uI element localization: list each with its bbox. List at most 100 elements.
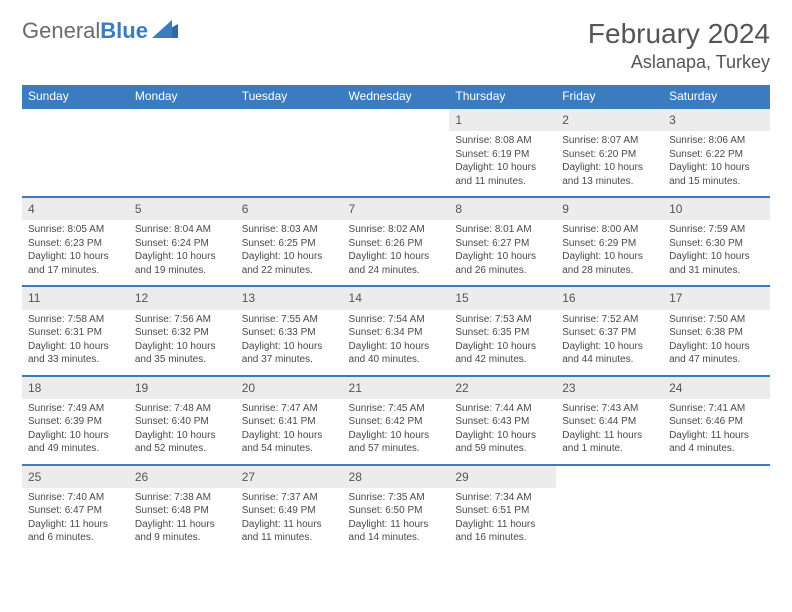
day-line: Sunset: 6:46 PM: [669, 415, 764, 429]
day-line: Daylight: 11 hours: [349, 518, 444, 532]
day-info-cell: [343, 131, 450, 197]
day-info-cell: Sunrise: 7:45 AMSunset: 6:42 PMDaylight:…: [343, 399, 450, 465]
weekday-header: Thursday: [449, 85, 556, 108]
day-line: Sunset: 6:44 PM: [562, 415, 657, 429]
day-line: Sunrise: 8:02 AM: [349, 223, 444, 237]
day-number-cell: [236, 108, 343, 131]
weekday-header: Friday: [556, 85, 663, 108]
day-number-cell: [129, 108, 236, 131]
month-title: February 2024: [588, 18, 770, 50]
day-info-cell: Sunrise: 7:53 AMSunset: 6:35 PMDaylight:…: [449, 310, 556, 376]
day-line: Sunrise: 7:41 AM: [669, 402, 764, 416]
day-line: and 42 minutes.: [455, 353, 550, 367]
calendar-table: Sunday Monday Tuesday Wednesday Thursday…: [22, 85, 770, 553]
day-line: and 31 minutes.: [669, 264, 764, 278]
title-block: February 2024 Aslanapa, Turkey: [588, 18, 770, 73]
day-line: Daylight: 10 hours: [135, 250, 230, 264]
day-line: Daylight: 10 hours: [242, 250, 337, 264]
day-line: Sunset: 6:25 PM: [242, 237, 337, 251]
day-line: Sunset: 6:48 PM: [135, 504, 230, 518]
day-line: Sunset: 6:41 PM: [242, 415, 337, 429]
day-line: Daylight: 10 hours: [349, 429, 444, 443]
day-line: Sunset: 6:38 PM: [669, 326, 764, 340]
day-info-cell: Sunrise: 7:54 AMSunset: 6:34 PMDaylight:…: [343, 310, 450, 376]
day-line: and 14 minutes.: [349, 531, 444, 545]
day-number-cell: 11: [22, 286, 129, 309]
day-number-cell: 19: [129, 376, 236, 399]
day-line: Sunset: 6:22 PM: [669, 148, 764, 162]
day-line: Sunrise: 8:04 AM: [135, 223, 230, 237]
day-number-row: 2526272829: [22, 465, 770, 488]
day-number-cell: 12: [129, 286, 236, 309]
day-info-cell: [22, 131, 129, 197]
day-number-cell: 2: [556, 108, 663, 131]
day-line: Daylight: 10 hours: [455, 161, 550, 175]
day-line: and 13 minutes.: [562, 175, 657, 189]
day-number-cell: 3: [663, 108, 770, 131]
day-info-cell: Sunrise: 7:55 AMSunset: 6:33 PMDaylight:…: [236, 310, 343, 376]
day-line: Sunset: 6:43 PM: [455, 415, 550, 429]
day-line: Sunrise: 8:05 AM: [28, 223, 123, 237]
day-number-cell: 8: [449, 197, 556, 220]
day-line: and 9 minutes.: [135, 531, 230, 545]
day-number-row: 45678910: [22, 197, 770, 220]
day-info-cell: Sunrise: 7:38 AMSunset: 6:48 PMDaylight:…: [129, 488, 236, 553]
day-number-cell: 21: [343, 376, 450, 399]
day-line: and 40 minutes.: [349, 353, 444, 367]
day-number-cell: 6: [236, 197, 343, 220]
day-line: Daylight: 11 hours: [28, 518, 123, 532]
day-line: Sunrise: 7:43 AM: [562, 402, 657, 416]
day-number-row: 11121314151617: [22, 286, 770, 309]
day-line: Sunset: 6:30 PM: [669, 237, 764, 251]
day-line: and 44 minutes.: [562, 353, 657, 367]
day-line: Sunset: 6:49 PM: [242, 504, 337, 518]
day-info-cell: Sunrise: 7:52 AMSunset: 6:37 PMDaylight:…: [556, 310, 663, 376]
day-info-cell: Sunrise: 7:41 AMSunset: 6:46 PMDaylight:…: [663, 399, 770, 465]
day-line: Sunrise: 7:45 AM: [349, 402, 444, 416]
weekday-header: Saturday: [663, 85, 770, 108]
day-line: Sunset: 6:24 PM: [135, 237, 230, 251]
day-info-cell: Sunrise: 7:56 AMSunset: 6:32 PMDaylight:…: [129, 310, 236, 376]
day-number-cell: 13: [236, 286, 343, 309]
day-line: Sunset: 6:29 PM: [562, 237, 657, 251]
day-line: and 47 minutes.: [669, 353, 764, 367]
day-number-row: 123: [22, 108, 770, 131]
day-info-cell: Sunrise: 7:47 AMSunset: 6:41 PMDaylight:…: [236, 399, 343, 465]
day-line: Sunrise: 7:44 AM: [455, 402, 550, 416]
day-number-cell: [663, 465, 770, 488]
day-line: Daylight: 10 hours: [562, 161, 657, 175]
day-info-cell: Sunrise: 8:04 AMSunset: 6:24 PMDaylight:…: [129, 220, 236, 286]
day-line: and 33 minutes.: [28, 353, 123, 367]
day-line: Daylight: 11 hours: [669, 429, 764, 443]
day-info-cell: Sunrise: 8:07 AMSunset: 6:20 PMDaylight:…: [556, 131, 663, 197]
day-number-cell: 5: [129, 197, 236, 220]
day-number-cell: 23: [556, 376, 663, 399]
day-line: Sunrise: 7:38 AM: [135, 491, 230, 505]
day-info-cell: Sunrise: 7:58 AMSunset: 6:31 PMDaylight:…: [22, 310, 129, 376]
day-number-cell: 29: [449, 465, 556, 488]
day-line: Sunset: 6:40 PM: [135, 415, 230, 429]
day-info-cell: Sunrise: 7:35 AMSunset: 6:50 PMDaylight:…: [343, 488, 450, 553]
day-info-cell: Sunrise: 7:34 AMSunset: 6:51 PMDaylight:…: [449, 488, 556, 553]
day-line: and 4 minutes.: [669, 442, 764, 456]
day-info-row: Sunrise: 7:58 AMSunset: 6:31 PMDaylight:…: [22, 310, 770, 376]
day-line: Sunset: 6:34 PM: [349, 326, 444, 340]
day-number-cell: 28: [343, 465, 450, 488]
day-line: Sunset: 6:27 PM: [455, 237, 550, 251]
brand-part1: General: [22, 18, 100, 44]
day-line: Sunrise: 7:52 AM: [562, 313, 657, 327]
day-info-cell: Sunrise: 8:03 AMSunset: 6:25 PMDaylight:…: [236, 220, 343, 286]
day-line: Sunrise: 7:40 AM: [28, 491, 123, 505]
weekday-header-row: Sunday Monday Tuesday Wednesday Thursday…: [22, 85, 770, 108]
day-line: Sunrise: 7:50 AM: [669, 313, 764, 327]
weekday-header: Wednesday: [343, 85, 450, 108]
day-line: Daylight: 10 hours: [135, 429, 230, 443]
day-line: Sunrise: 8:03 AM: [242, 223, 337, 237]
day-number-cell: 9: [556, 197, 663, 220]
day-line: and 57 minutes.: [349, 442, 444, 456]
day-number-cell: 26: [129, 465, 236, 488]
day-line: Daylight: 10 hours: [28, 340, 123, 354]
day-line: and 19 minutes.: [135, 264, 230, 278]
day-line: Sunset: 6:50 PM: [349, 504, 444, 518]
brand-logo: GeneralBlue: [22, 18, 178, 44]
